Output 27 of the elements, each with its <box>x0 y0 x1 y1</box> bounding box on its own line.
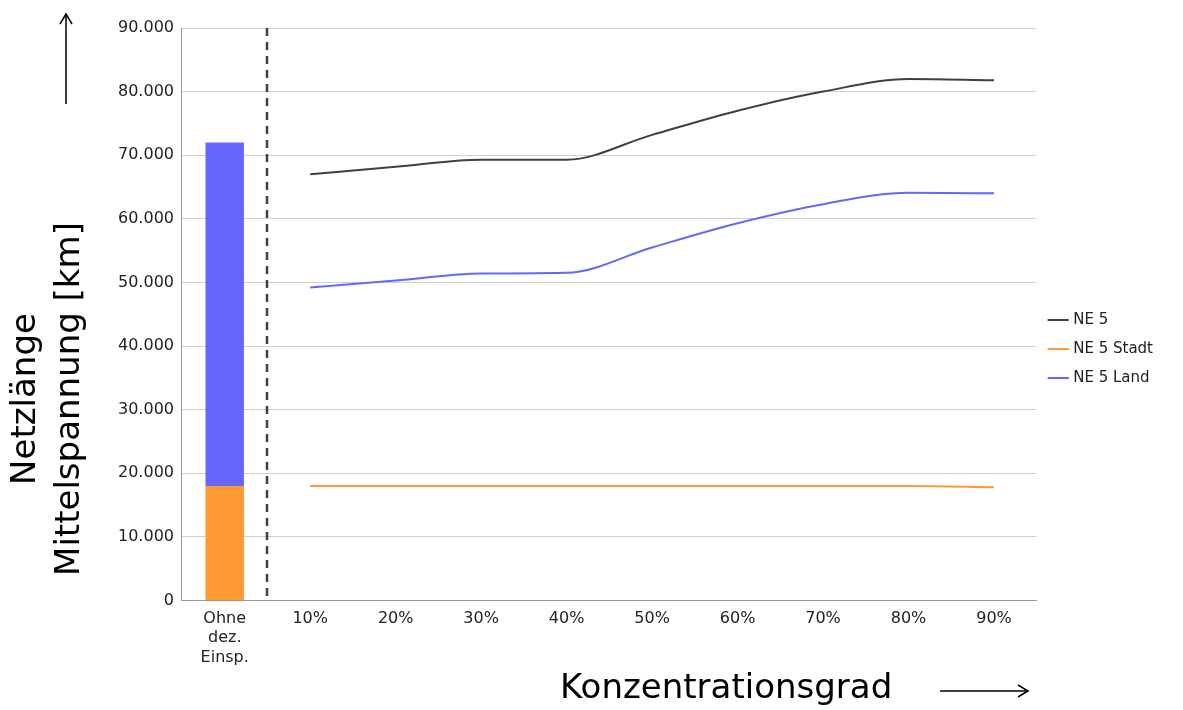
x-tick-label: 10% <box>292 608 328 628</box>
legend-label: NE 5 Land <box>1073 367 1150 386</box>
y-tick-label: 30.000 <box>118 398 174 418</box>
x-tick-label: Ohne dez. Einsp. <box>200 608 249 666</box>
y-tick-label: 0 <box>163 589 174 609</box>
y-tick-label: 10.000 <box>118 525 174 545</box>
legend-label: NE 5 <box>1073 309 1109 328</box>
x-tick-label: 70% <box>805 608 841 628</box>
x-tick-label: 50% <box>634 608 670 628</box>
line-series <box>309 191 995 289</box>
line-series <box>309 77 995 176</box>
y-tick-label: 60.000 <box>118 207 174 227</box>
x-tick-label: 90% <box>976 608 1012 628</box>
x-tick-label: 30% <box>463 608 499 628</box>
y-tick-label: 70.000 <box>118 144 174 164</box>
y-tick-label: 20.000 <box>118 462 174 482</box>
y-tick-label: 80.000 <box>118 80 174 100</box>
y-tick-label: 90.000 <box>118 17 174 37</box>
x-tick-label: 40% <box>548 608 585 628</box>
x-tick-label: 80% <box>890 608 927 628</box>
x-axis-title: Konzentrationsgrad <box>560 665 893 708</box>
legend-label: NE 5 Stadt <box>1073 338 1154 357</box>
y-tick-label: 50.000 <box>118 271 174 291</box>
x-tick-label: 20% <box>377 608 414 628</box>
y-axis-title: Netzlänge Mittelspannung [km] <box>2 221 88 578</box>
y-tick-label: 40.000 <box>118 335 174 355</box>
x-tick-label: 60% <box>719 608 756 628</box>
